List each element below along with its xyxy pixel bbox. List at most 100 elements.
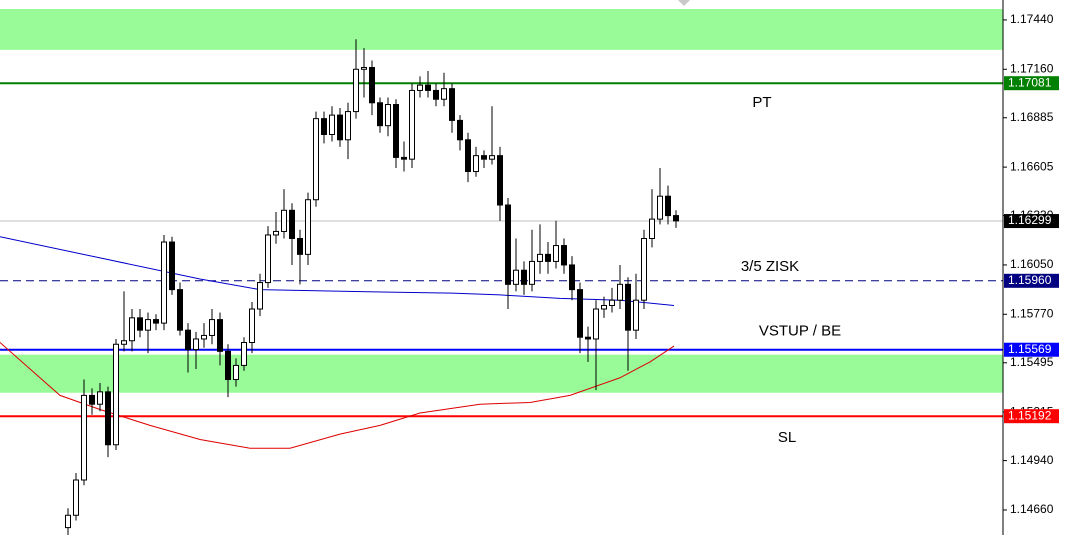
y-tick-label: 1.14660: [1010, 502, 1054, 516]
candle-body: [297, 238, 303, 255]
price-tag-label: 1.15960: [1008, 273, 1052, 287]
candle-body: [89, 394, 95, 405]
candle-body: [641, 238, 647, 301]
candle-body: [105, 391, 111, 446]
y-tick-label: 1.16605: [1010, 159, 1054, 173]
candle-body: [545, 253, 551, 262]
y-tick-label: 1.17160: [1010, 61, 1054, 75]
moving-average: [0, 342, 675, 449]
candle-body: [649, 218, 655, 240]
candle-body: [617, 283, 623, 301]
candle-body: [201, 334, 207, 340]
candle-body: [569, 264, 575, 291]
price-tag: [1004, 342, 1059, 357]
candle-body: [417, 84, 423, 91]
candle-body: [561, 245, 567, 266]
y-tick-label: 1.16050: [1010, 257, 1054, 271]
candle-body: [441, 88, 447, 100]
y-tick-label: 1.16885: [1010, 110, 1054, 124]
scroll-marker: [678, 0, 690, 6]
candle-body: [385, 104, 391, 127]
candle-body: [377, 102, 383, 127]
candle-body: [337, 114, 343, 141]
candle-body: [217, 319, 223, 352]
level-name: VSTUP / BE: [759, 323, 841, 340]
candle-body: [393, 104, 399, 158]
candle-body: [601, 304, 607, 310]
candle-body: [465, 139, 471, 173]
candle-body: [161, 241, 167, 324]
candle-body: [145, 319, 151, 331]
candle-body: [249, 308, 255, 344]
candle-body: [209, 319, 215, 336]
y-tick-label: 1.15770: [1010, 306, 1054, 320]
candle-body: [121, 340, 127, 345]
candle-body: [473, 155, 479, 173]
level-name: PT: [752, 94, 771, 111]
candle-body: [625, 283, 631, 331]
candle-body: [665, 195, 671, 217]
candle-body: [529, 260, 535, 285]
candle-body: [305, 199, 311, 255]
candle-body: [457, 119, 463, 141]
candle-body: [257, 282, 263, 310]
price-tag: [1004, 76, 1059, 91]
candle-body: [449, 88, 455, 121]
candle-body: [489, 155, 495, 160]
candle-body: [137, 317, 143, 331]
y-tick-label: 1.14940: [1010, 453, 1054, 467]
price-tag-label: 1.15569: [1008, 342, 1052, 356]
candle-body: [425, 84, 431, 91]
candle-body: [505, 204, 511, 285]
candle-body: [521, 269, 527, 285]
candle-body: [241, 342, 247, 366]
y-tick-label: 1.15495: [1010, 355, 1054, 369]
candle-body: [409, 89, 415, 160]
candle-body: [633, 299, 639, 331]
candle-body: [345, 111, 351, 141]
candle-body: [177, 289, 183, 331]
candle-body: [113, 343, 119, 446]
price-zone: [0, 354, 1003, 393]
candle-body: [129, 317, 135, 342]
level-name: 3/5 ZISK: [741, 258, 799, 275]
candle-body: [281, 209, 287, 232]
price-tag-label: 1.15192: [1008, 408, 1052, 422]
candle-body: [65, 514, 71, 529]
candle-body: [313, 118, 319, 201]
candle-body: [81, 394, 87, 481]
candle-body: [153, 319, 159, 324]
candle-body: [361, 67, 367, 70]
candle-body: [353, 68, 359, 113]
price-tag: [1004, 273, 1059, 288]
candle-body: [329, 114, 335, 135]
candle-body: [513, 269, 519, 285]
candle-body: [233, 364, 239, 381]
candle-body: [433, 89, 439, 100]
candle-body: [577, 289, 583, 338]
candle-body: [673, 215, 679, 222]
candle-body: [553, 245, 559, 262]
price-tag: [1004, 214, 1059, 229]
candle-body: [289, 209, 295, 240]
candle-body: [273, 230, 279, 236]
candle-body: [169, 241, 175, 291]
candle-body: [97, 391, 103, 405]
candle-body: [369, 67, 375, 104]
price-tag-label: 1.17081: [1008, 75, 1052, 89]
candle-body: [481, 155, 487, 160]
moving-average: [0, 236, 675, 306]
candle-body: [609, 299, 615, 306]
y-tick-label: 1.17440: [1010, 12, 1054, 26]
candle-body: [225, 350, 231, 381]
candle-body: [265, 234, 271, 284]
candle-body: [497, 155, 503, 206]
candle-body: [657, 195, 663, 220]
price-zone: [0, 8, 1003, 50]
price-tag: [1004, 409, 1059, 424]
candle-body: [193, 338, 199, 351]
candle-body: [73, 479, 79, 516]
candle-body: [585, 336, 591, 340]
